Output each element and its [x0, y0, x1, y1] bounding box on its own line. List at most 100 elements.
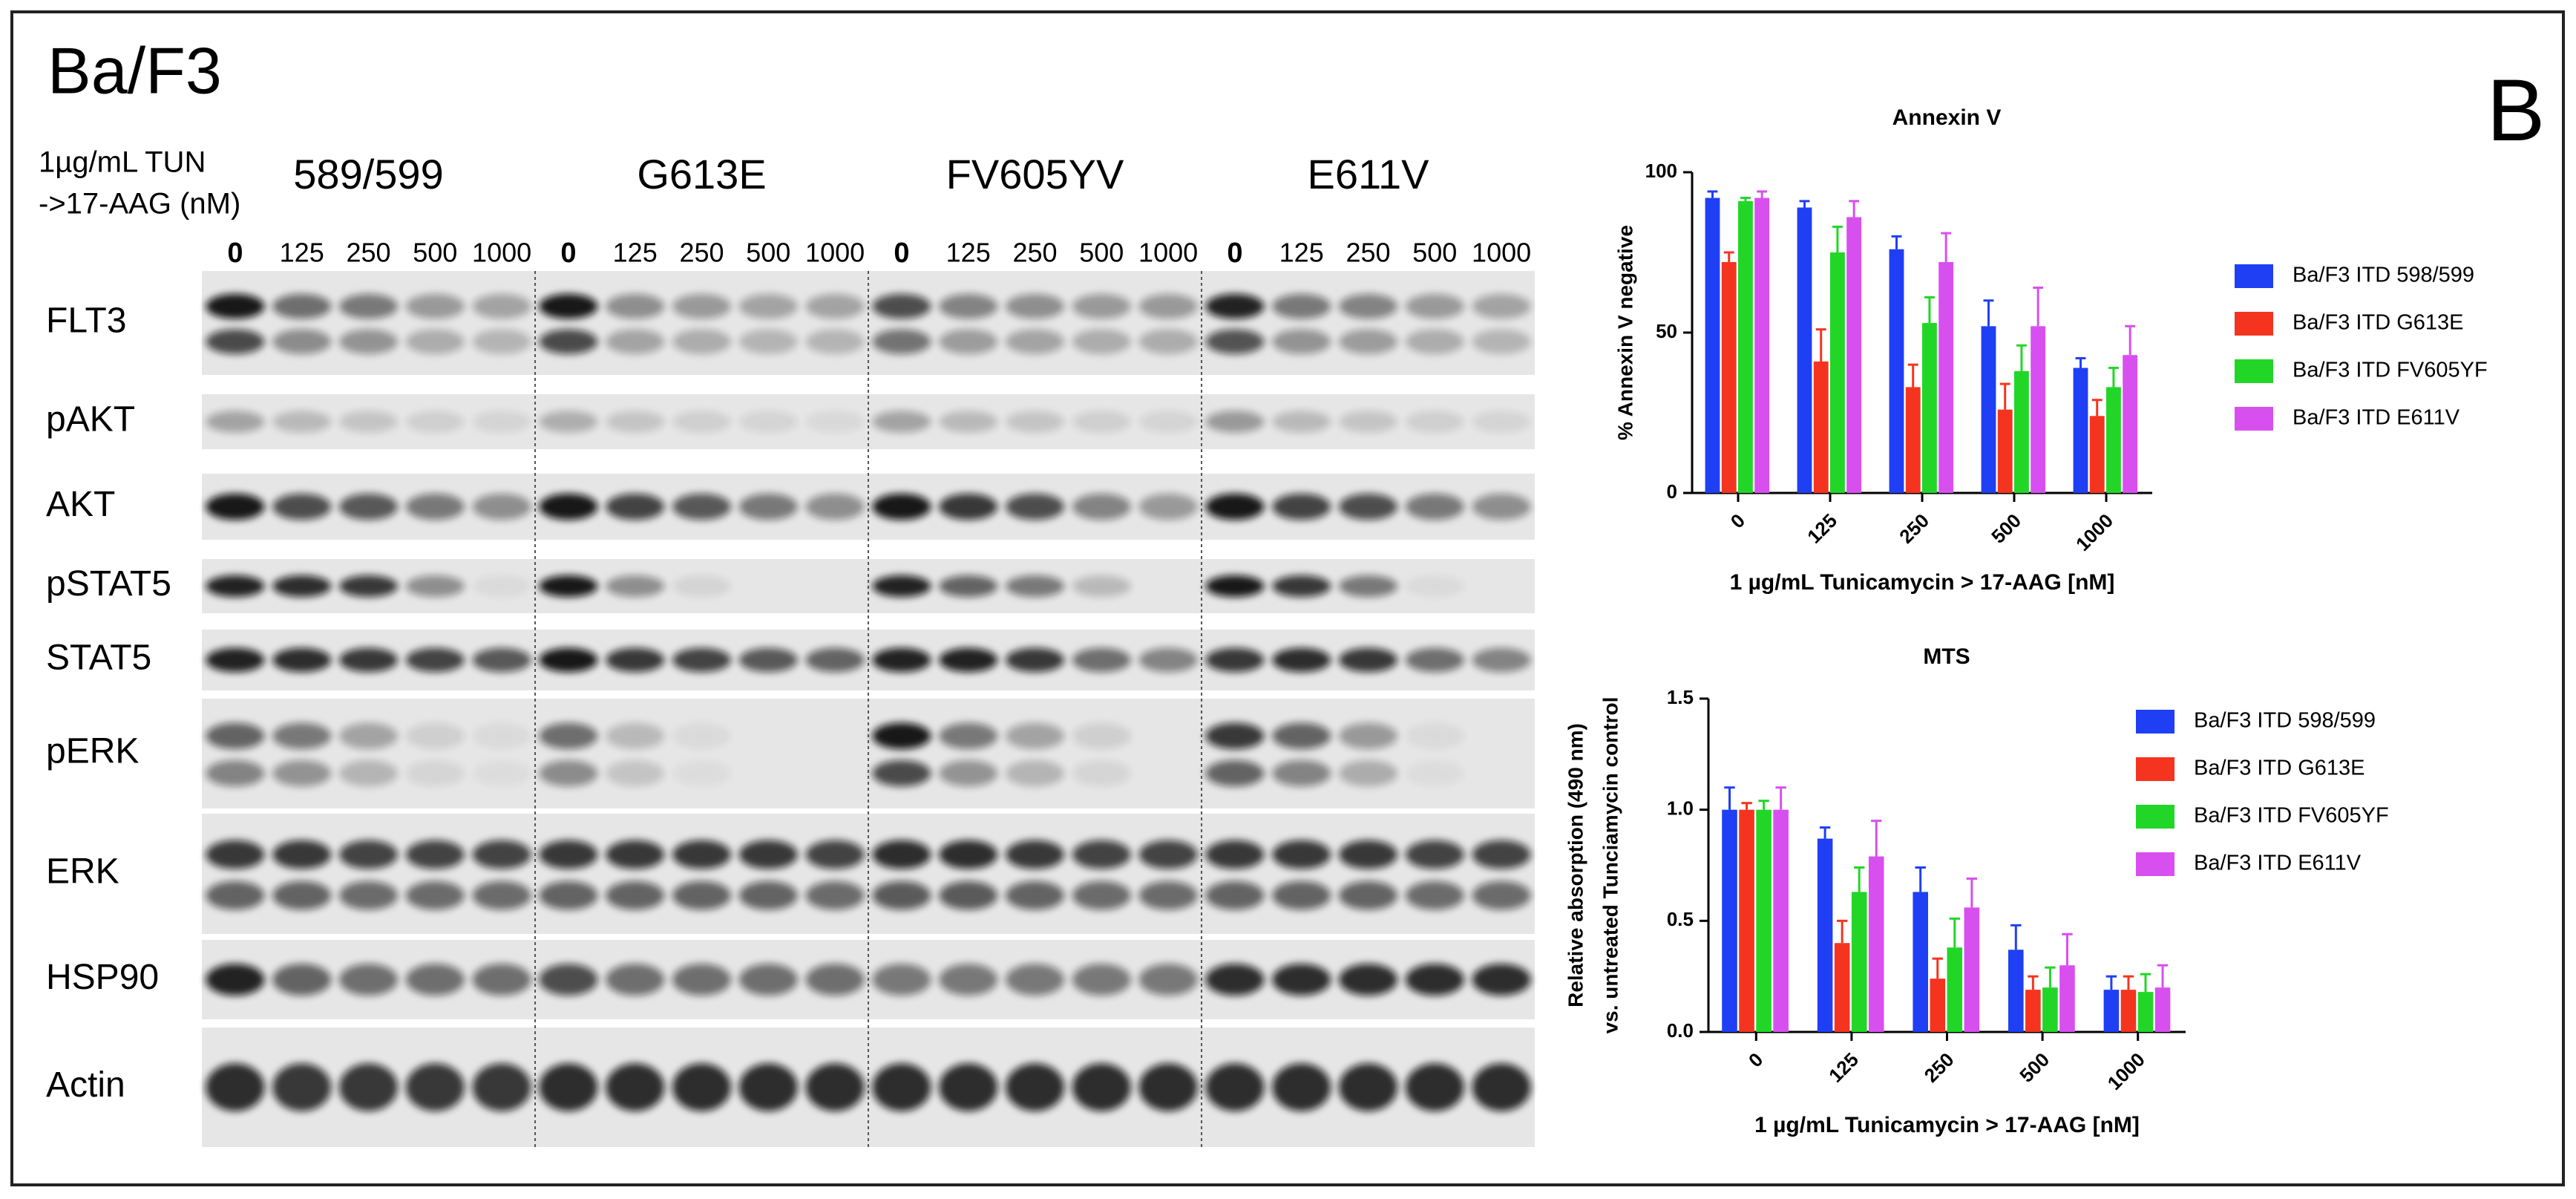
frame — [10, 10, 2565, 1186]
blot-band — [1005, 840, 1065, 869]
blot-band — [738, 411, 798, 433]
blot-band — [805, 1063, 865, 1111]
bar — [1938, 261, 1954, 493]
blot-band — [539, 329, 598, 355]
protein-label: STAT5 — [46, 638, 151, 678]
blot-band — [1005, 1063, 1065, 1111]
x-tick-label: 500 — [1987, 509, 2025, 548]
concentration-label: 0 — [1227, 238, 1242, 269]
blot-band — [1005, 575, 1065, 598]
x-tick-label: 250 — [1895, 509, 1933, 548]
protein-label: AKT — [46, 485, 115, 524]
bar — [2008, 950, 2024, 1032]
blot-band — [1405, 293, 1464, 319]
blot-band — [1005, 964, 1065, 996]
blot-band — [472, 881, 531, 910]
x-tick-label: 0 — [1744, 1048, 1767, 1071]
blot-band — [1272, 964, 1331, 996]
blot-band — [472, 647, 531, 673]
bar — [2106, 387, 2121, 493]
blot-band — [272, 493, 332, 520]
blot-band — [1072, 293, 1131, 319]
blot-band — [405, 881, 465, 910]
blot-band — [1138, 840, 1198, 869]
blot-band — [338, 1063, 399, 1111]
concentration-label: 125 — [280, 238, 324, 268]
concentration-label: 500 — [1412, 238, 1457, 268]
concentration-label: 125 — [946, 238, 991, 268]
blot-band — [1138, 647, 1198, 673]
blot-band — [1472, 647, 1531, 673]
blot-band — [1272, 881, 1331, 910]
blot-band — [1072, 575, 1131, 598]
x-tick-label: 125 — [1803, 509, 1841, 548]
blot-band — [738, 881, 798, 910]
blot-band — [1472, 411, 1531, 433]
blot-band — [405, 575, 465, 598]
blot-band — [606, 964, 665, 996]
protein-label: HSP90 — [46, 958, 159, 997]
x-tick-label: 250 — [1920, 1048, 1959, 1087]
blot-band — [606, 881, 665, 910]
legend-swatch — [2136, 710, 2174, 734]
concentration-label: 250 — [679, 238, 724, 268]
blot-band — [1072, 964, 1131, 996]
legend-label: Ba/F3 ITD G613E — [2292, 311, 2464, 335]
blot-band — [1338, 1063, 1398, 1111]
blot-band — [1005, 411, 1065, 433]
x-tick-label: 0 — [1726, 509, 1749, 532]
blot-band — [1472, 329, 1531, 355]
blot-band — [939, 840, 998, 869]
blot-band — [939, 575, 998, 598]
legend-swatch — [2136, 757, 2174, 781]
blot-band — [805, 411, 865, 433]
cell-line-label: E611V — [1308, 151, 1430, 197]
bar — [1997, 409, 2013, 493]
blot-band — [272, 881, 332, 910]
blot-band — [272, 1063, 332, 1111]
concentration-label: 1000 — [1138, 238, 1198, 268]
blot-band — [672, 493, 732, 520]
blot-band — [1138, 293, 1198, 319]
blot-band — [539, 1063, 598, 1111]
blot-band — [539, 881, 598, 910]
blot-band — [405, 411, 465, 433]
bar — [1922, 323, 1937, 493]
blot-band — [1272, 411, 1331, 433]
blot-band — [272, 759, 332, 787]
blot-band — [338, 493, 399, 520]
bar — [1905, 387, 1921, 493]
blot-band — [472, 575, 531, 598]
blot-band — [939, 329, 998, 355]
legend-swatch — [2136, 852, 2174, 876]
blot-band — [338, 964, 399, 996]
blot-band — [1072, 759, 1131, 787]
blot-band — [472, 493, 531, 520]
blot-band — [338, 293, 399, 319]
blot-band — [338, 840, 399, 869]
bar — [1846, 217, 1862, 493]
protein-label: ERK — [46, 852, 119, 892]
blot-band — [1072, 329, 1131, 355]
blot-band — [1472, 493, 1531, 520]
blot-band — [1072, 647, 1131, 673]
blot-band — [1405, 1063, 1464, 1111]
blot-band — [539, 759, 598, 787]
blot-band — [1138, 411, 1198, 433]
concentration-label: 1000 — [805, 238, 865, 268]
concentration-label: 0 — [227, 238, 243, 269]
blot-band — [1338, 881, 1398, 910]
concentration-label: 1000 — [472, 238, 531, 268]
y-tick-label: 50 — [1656, 320, 1677, 342]
legend-swatch — [2235, 264, 2273, 288]
blot-band — [206, 575, 265, 598]
protein-label: pAKT — [46, 400, 135, 440]
blot-band — [272, 293, 332, 319]
blot-band — [272, 840, 332, 869]
y-tick-label: 1.0 — [1667, 797, 1694, 820]
blot-band — [1338, 759, 1398, 787]
blot-band — [539, 575, 598, 598]
blot-band — [738, 840, 798, 869]
y-tick-label: 0.5 — [1667, 908, 1694, 930]
bar — [1830, 252, 1845, 493]
